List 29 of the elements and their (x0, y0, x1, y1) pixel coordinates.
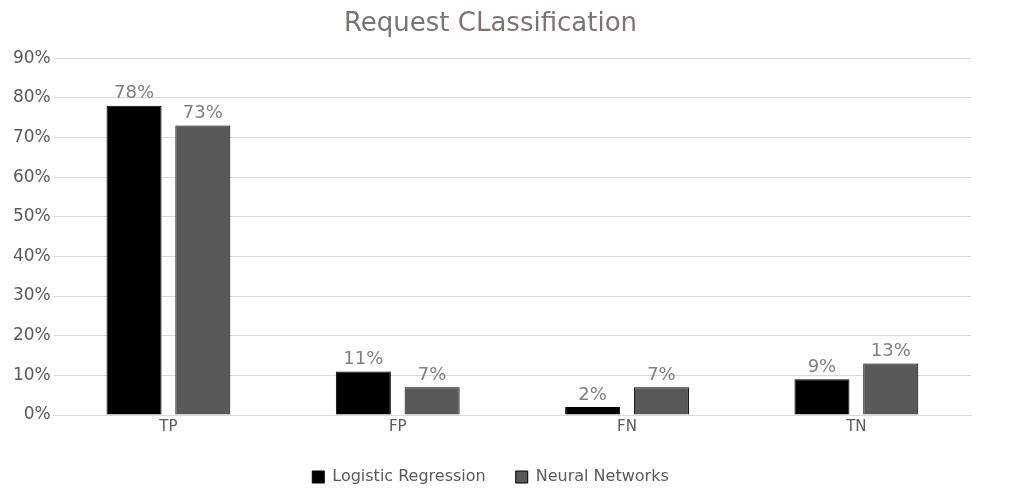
chart-title: Request CLassification (343, 7, 638, 38)
legend-label: Logistic Regression (332, 466, 486, 486)
y-tick-label: 10% (12, 363, 51, 384)
y-tick-label: 0% (23, 403, 51, 424)
y-tick-label: 90% (12, 46, 51, 67)
y-tick-label: 80% (12, 86, 51, 107)
y-tick-label: 20% (12, 324, 51, 345)
data-label: 73% (182, 101, 223, 123)
x-tick-label: FP (388, 416, 407, 435)
x-tick-label: FN (617, 416, 637, 435)
y-tick-label: 60% (12, 165, 51, 186)
data-label: 11% (343, 347, 384, 369)
data-label: 7% (417, 362, 447, 384)
y-tick-label: 70% (12, 125, 51, 146)
bar (794, 379, 850, 415)
bar (106, 105, 162, 415)
x-tick-label: TP (158, 416, 178, 435)
bar (565, 407, 621, 415)
y-tick-label: 50% (12, 205, 51, 226)
data-label: 78% (114, 81, 155, 103)
data-label: 2% (578, 382, 607, 404)
data-label: 9% (807, 354, 837, 376)
y-tick-label: 40% (12, 244, 51, 265)
bar (335, 371, 391, 415)
data-label: 13% (870, 339, 911, 361)
x-tick-label: TN (845, 416, 867, 435)
y-tick-label: 30% (12, 284, 51, 305)
data-label: 7% (647, 362, 676, 384)
legend-label: Neural Networks (535, 466, 669, 486)
